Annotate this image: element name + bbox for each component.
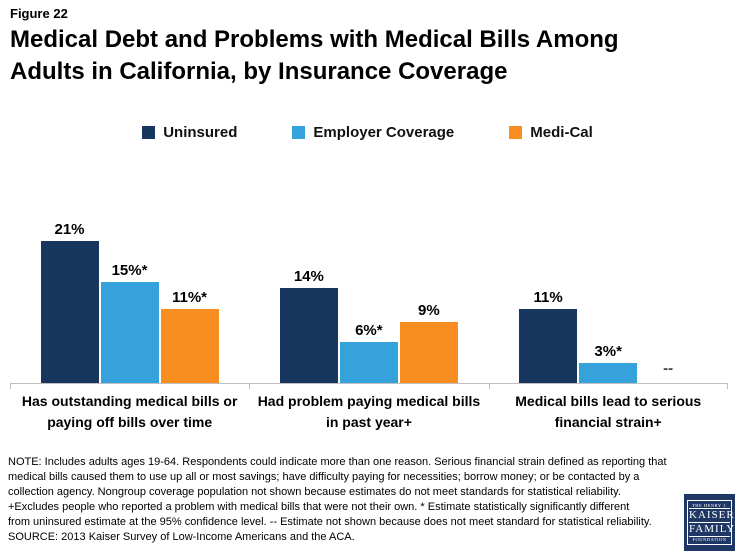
bar-group: 21% 15%* 11%* — [10, 160, 249, 383]
bar — [339, 342, 398, 383]
axis-tick — [249, 383, 250, 389]
bar — [100, 282, 159, 383]
legend-swatch-icon — [509, 126, 523, 139]
bar — [399, 322, 458, 383]
legend-item: Employer Coverage — [292, 124, 454, 141]
x-axis-category-labels: Has outstanding medical bills or paying … — [10, 391, 728, 433]
legend-item: Uninsured — [142, 124, 237, 141]
category-label: Medical bills lead to serious financial … — [515, 393, 702, 430]
bar-value-label: -- — [663, 360, 674, 377]
bar-slot: 3%* — [579, 343, 638, 383]
bar-value-label: 15%* — [111, 262, 148, 279]
legend-swatch-icon — [142, 126, 156, 139]
bar-slot: -- — [639, 360, 697, 383]
bar-slot: 11%* — [160, 289, 219, 383]
bar — [579, 363, 638, 383]
axis-tick — [489, 383, 490, 389]
bar — [519, 309, 578, 383]
bar-value-label: 11% — [533, 289, 563, 306]
kff-logo-line2: KAISER — [689, 508, 735, 522]
bar-value-label: 21% — [54, 221, 85, 238]
figure-number-label: Figure 22 — [10, 6, 68, 21]
kff-logo-frame: THE HENRY J. KAISER FAMILY FOUNDATION — [687, 499, 735, 546]
legend-label: Medi-Cal — [530, 124, 593, 141]
bar-group: 14% 6%* 9% — [249, 160, 488, 383]
legend-swatch-icon — [292, 126, 306, 139]
kff-logo: THE HENRY J. KAISER FAMILY FOUNDATION — [684, 494, 735, 551]
axis-tick — [727, 383, 728, 389]
kff-logo-line4: FOUNDATION — [692, 536, 727, 542]
bar-value-label: 6%* — [355, 322, 383, 339]
category-label: Has outstanding medical bills or paying … — [21, 393, 238, 430]
bar-value-label: 3%* — [594, 343, 622, 360]
category-label: Had problem paying medical bills in past… — [257, 393, 481, 430]
bar-slot: 21% — [40, 221, 99, 383]
bar-slot: 14% — [279, 268, 338, 383]
bar-value-label: 9% — [417, 302, 440, 319]
chart-legend: Uninsured Employer Coverage Medi-Cal — [0, 124, 735, 141]
bar-value-label: 11%* — [171, 289, 208, 306]
bar-value-label: 14% — [293, 268, 324, 285]
bar-slot: 9% — [399, 302, 458, 383]
plot-area: 21% 15%* 11%* 14% 6%* 9% 11% 3%* -- — [10, 160, 728, 389]
bar-slot: 11% — [519, 289, 578, 383]
bar-slot: 6%* — [339, 322, 398, 383]
bar — [160, 309, 219, 383]
page-title: Medical Debt and Problems with Medical B… — [10, 26, 619, 85]
legend-label: Employer Coverage — [313, 124, 455, 141]
bar-slot: 15%* — [100, 262, 159, 383]
axis-tick — [10, 383, 11, 389]
legend-item: Medi-Cal — [509, 124, 593, 141]
legend-label: Uninsured — [163, 124, 238, 141]
bar-group: 11% 3%* -- — [489, 160, 728, 383]
note-text: NOTE: Includes adults ages 19-64. Respon… — [8, 456, 667, 543]
kff-logo-line3: FAMILY — [689, 522, 735, 537]
bar — [40, 241, 99, 383]
bar — [279, 288, 338, 383]
kff-logo-line1: THE HENRY J. — [692, 502, 727, 508]
